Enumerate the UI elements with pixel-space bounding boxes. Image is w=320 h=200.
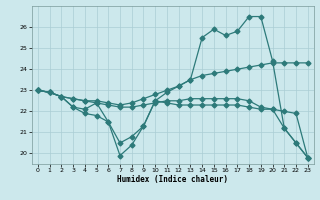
X-axis label: Humidex (Indice chaleur): Humidex (Indice chaleur) [117,175,228,184]
